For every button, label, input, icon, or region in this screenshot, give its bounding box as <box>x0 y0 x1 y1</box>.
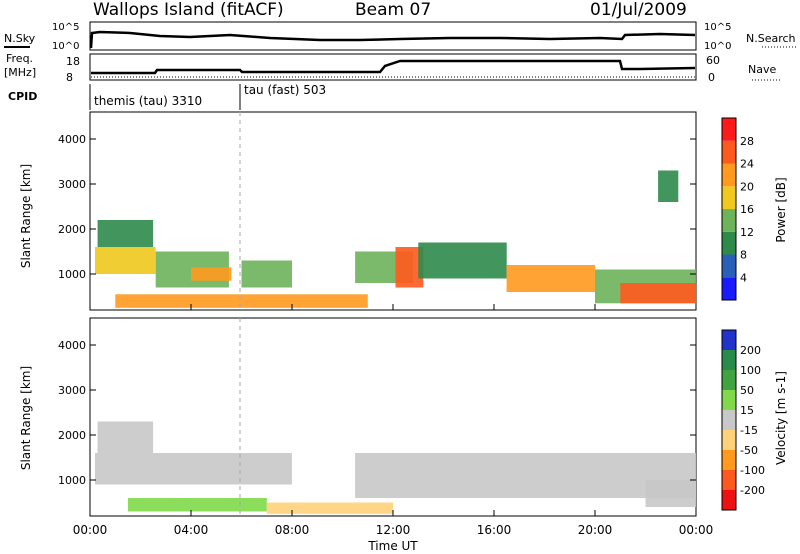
velocity-echo-region-5 <box>645 480 696 507</box>
freq-trace <box>91 59 696 75</box>
power-echo-region-3 <box>191 267 232 281</box>
freq-tick-bottom: 8 <box>66 71 73 84</box>
velocity-colorbar-tick-7: -200 <box>740 484 765 497</box>
header-station: Wallops Island (fitACF) <box>93 0 284 20</box>
velocity-colorbar-swatch-5 <box>722 390 736 410</box>
power-echo-region-0 <box>95 247 156 274</box>
power-ylabel: Slant Range [km] <box>19 164 33 268</box>
power-colorbar-tick-5: 24 <box>740 158 754 171</box>
velocity-colorbar-swatch-6 <box>722 370 736 390</box>
power-colorbar-swatch-3 <box>722 209 736 232</box>
time-tick-label-6: 00:00 <box>679 523 714 537</box>
header-beam: Beam 07 <box>355 0 432 20</box>
power-echo-region-5 <box>115 294 368 308</box>
noise-tick-right-top: 10^5 <box>704 22 731 33</box>
velocity-echo-region-2 <box>127 498 267 512</box>
power-ytick-label-0: 1000 <box>58 268 86 281</box>
power-panel: 1000 2000 3000 4000 Slant Range [km] <box>19 111 697 311</box>
velocity-panel: 1000 2000 3000 4000 Slant Range [km] <box>19 317 697 517</box>
nsky-label: N.Sky <box>4 32 36 45</box>
power-colorbar-tick-6: 28 <box>740 135 754 148</box>
velocity-colorbar-tick-5: -50 <box>740 444 758 457</box>
velocity-ytick-label-1: 2000 <box>58 429 86 442</box>
power-echo-region-9 <box>506 265 595 292</box>
time-tick-label-4: 16:00 <box>477 523 512 537</box>
velocity-colorbar-swatch-2 <box>722 450 736 470</box>
nave-label: Nave <box>748 63 776 76</box>
power-colorbar-tick-4: 20 <box>740 180 754 193</box>
power-echo-region-4 <box>241 260 292 288</box>
cpid-label: CPID <box>8 90 37 103</box>
freq-tick-top: 18 <box>66 55 80 68</box>
power-colorbar-tick-3: 16 <box>740 203 754 216</box>
nsearch-label: N.Search <box>746 32 796 45</box>
noise-tick-bottom: 10^0 <box>52 41 79 52</box>
velocity-colorbar-swatch-7 <box>722 350 736 370</box>
nave-tick-top: 60 <box>706 54 720 67</box>
time-tick-label-5: 20:00 <box>578 523 613 537</box>
freq-label-2: [MHz] <box>4 66 36 79</box>
velocity-ytick-label-3: 4000 <box>58 339 86 352</box>
velocity-colorbar-tick-1: 100 <box>740 364 761 377</box>
freq-label-1: Freq. <box>6 52 33 65</box>
velocity-colorbar-swatch-4 <box>722 410 736 430</box>
velocity-echo-region-4 <box>355 453 696 498</box>
power-colorbar-frame <box>721 117 737 301</box>
time-tick-label-1: 04:00 <box>174 523 209 537</box>
velocity-colorbar-tick-0: 200 <box>740 344 761 357</box>
power-colorbar-swatch-0 <box>722 277 736 301</box>
time-axis-label: Time UT <box>367 539 418 553</box>
time-tick-label-2: 08:00 <box>275 523 310 537</box>
power-ytick-label-2: 3000 <box>58 178 86 191</box>
velocity-colorbar-frame <box>721 329 737 511</box>
header-date: 01/Jul/2009 <box>590 0 687 20</box>
velocity-echo-region-0 <box>95 453 292 485</box>
velocity-echo-region-3 <box>266 502 394 514</box>
power-echo-region-12 <box>658 170 679 202</box>
power-colorbar-swatch-5 <box>722 163 736 187</box>
velocity-colorbar-swatch-1 <box>722 470 736 490</box>
freq-panel <box>89 53 697 81</box>
velocity-colorbar-tick-6: -100 <box>740 464 765 477</box>
noise-tick-right-bottom: 10^0 <box>704 41 731 52</box>
power-colorbar-tick-0: 4 <box>740 271 747 284</box>
velocity-ytick-label-2: 3000 <box>58 384 86 397</box>
velocity-colorbar-swatch-0 <box>722 490 736 510</box>
velocity-colorbar-swatch-8 <box>722 330 736 350</box>
power-echo-region-8 <box>418 242 507 279</box>
velocity-echo-region-1 <box>97 421 154 453</box>
cpid-mode-1: themis (tau) 3310 <box>94 94 202 108</box>
nave-tick-bottom: 0 <box>708 71 715 84</box>
power-colorbar-swatch-2 <box>722 231 736 255</box>
power-ytick-label-1: 2000 <box>58 223 86 236</box>
power-echo-region-11 <box>620 283 697 304</box>
velocity-ytick-label-0: 1000 <box>58 474 86 487</box>
power-colorbar-swatch-6 <box>722 140 736 164</box>
velocity-colorbar-swatch-3 <box>722 430 736 450</box>
power-echo-region-1 <box>97 220 154 247</box>
power-colorbar-swatch-4 <box>722 186 736 210</box>
power-colorbar-swatch-7 <box>722 118 736 141</box>
noise-panel <box>89 21 697 51</box>
power-colorbar-tick-1: 8 <box>740 249 747 262</box>
velocity-colorbar-tick-4: -15 <box>740 424 758 437</box>
nsky-trace <box>89 30 696 49</box>
velocity-colorbar-tick-2: 50 <box>740 384 754 397</box>
power-ytick-label-3: 4000 <box>58 133 86 146</box>
velocity-colorbar-tick-3: 15 <box>740 404 754 417</box>
time-tick-label-0: 00:00 <box>73 523 108 537</box>
time-tick-label-3: 12:00 <box>376 523 411 537</box>
power-colorbar-label: Power [dB] <box>774 177 788 242</box>
velocity-ylabel: Slant Range [km] <box>19 366 33 470</box>
velocity-colorbar-label: Velocity [m s-1] <box>774 371 788 465</box>
noise-tick-top: 10^5 <box>52 22 79 33</box>
cpid-mode-2: tau (fast) 503 <box>244 83 326 97</box>
power-colorbar-tick-2: 12 <box>740 226 754 239</box>
power-colorbar-swatch-1 <box>722 254 736 278</box>
